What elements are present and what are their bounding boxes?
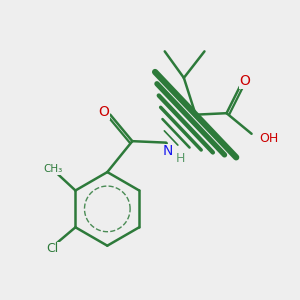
Text: Cl: Cl bbox=[46, 242, 59, 255]
Text: O: O bbox=[98, 105, 109, 119]
Text: H: H bbox=[176, 152, 186, 165]
Text: N: N bbox=[163, 145, 173, 158]
Text: O: O bbox=[240, 74, 250, 88]
Text: CH₃: CH₃ bbox=[44, 164, 63, 174]
Text: OH: OH bbox=[259, 132, 278, 145]
